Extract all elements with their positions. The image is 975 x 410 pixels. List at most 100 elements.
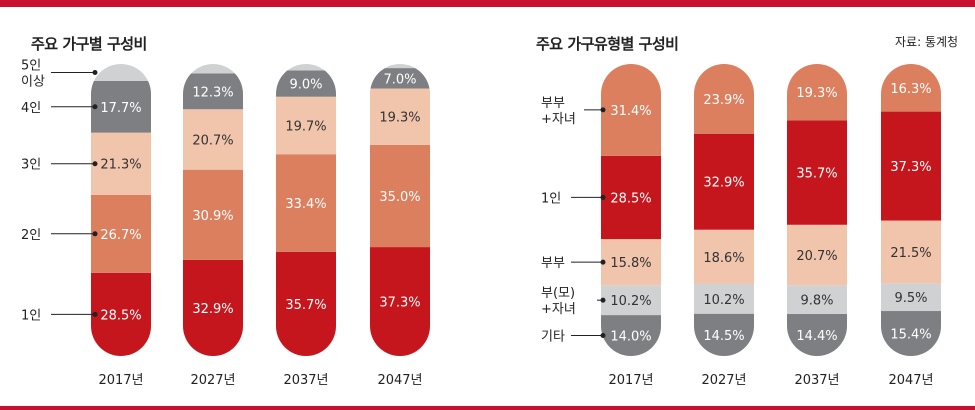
data-label: 32.9%	[703, 176, 744, 191]
bar-segment	[370, 88, 430, 145]
source-note: 자료: 통계청	[895, 35, 959, 49]
bar-segment	[787, 285, 847, 314]
bar-segment	[183, 64, 243, 74]
segment-label: 기타	[541, 330, 565, 345]
data-label: 37.3%	[890, 160, 931, 175]
segment-label: 2인	[21, 228, 41, 243]
data-label: 12.3%	[192, 85, 233, 100]
data-label: 19.3%	[796, 86, 837, 101]
bar-segment	[601, 155, 661, 240]
data-label: 33.4%	[285, 197, 326, 212]
data-label: 28.5%	[100, 308, 141, 323]
bar-segment	[183, 109, 243, 170]
bar-segment	[601, 239, 661, 286]
bar-segment	[91, 272, 151, 356]
bar-segment	[881, 220, 941, 284]
bar-segment	[91, 194, 151, 273]
bar-segment	[694, 133, 754, 230]
bar-segment	[881, 283, 941, 312]
bar-segment	[276, 154, 336, 252]
data-label: 9.0%	[289, 78, 322, 93]
segment-label: 5인 이상	[21, 58, 45, 89]
data-label: 35.0%	[379, 190, 420, 205]
category-label: 2027년	[190, 373, 235, 388]
bar-0-2	[276, 64, 336, 356]
bottom-accent-bar	[0, 406, 975, 410]
data-label: 30.9%	[192, 209, 233, 224]
data-label: 9.5%	[894, 291, 927, 306]
data-label: 28.5%	[610, 191, 651, 206]
data-label: 35.7%	[796, 167, 837, 182]
bar-segment	[91, 80, 151, 133]
bar-segment	[276, 96, 336, 155]
top-accent-bar	[0, 0, 975, 7]
bar-segment	[276, 64, 336, 71]
bar-segment	[370, 144, 430, 248]
data-label: 23.9%	[703, 93, 744, 108]
data-label: 32.9%	[192, 302, 233, 317]
data-label: 14.0%	[610, 330, 651, 345]
data-label: 9.8%	[800, 294, 833, 309]
bar-0-0	[91, 64, 151, 356]
right-chart-title: 주요 가구유형별 구성비	[536, 35, 679, 53]
category-label: 2017년	[98, 373, 143, 388]
leader-dot	[92, 161, 98, 167]
leader-dot	[600, 297, 606, 303]
data-label: 16.3%	[890, 82, 931, 97]
leader-dot	[600, 259, 606, 265]
bar-segment	[370, 64, 430, 69]
data-label: 35.7%	[285, 298, 326, 313]
bar-1-1	[694, 64, 754, 356]
data-label: 14.5%	[703, 329, 744, 344]
bar-segment	[276, 251, 336, 356]
category-label: 2017년	[608, 373, 653, 388]
bar-segment	[881, 111, 941, 221]
bar-segment	[787, 64, 847, 121]
leader-dot	[600, 107, 606, 113]
data-label: 21.5%	[890, 246, 931, 261]
bar-segment	[91, 132, 151, 195]
data-label: 17.7%	[100, 101, 141, 116]
bar-segment	[370, 247, 430, 356]
data-label: 26.7%	[100, 228, 141, 243]
data-label: 15.4%	[890, 328, 931, 343]
leader-dot	[92, 311, 98, 317]
bar-segment	[694, 229, 754, 284]
bar-segment	[183, 73, 243, 110]
segment-label: 부부	[541, 256, 565, 271]
bar-0-3	[370, 64, 430, 356]
bar-segment	[787, 120, 847, 225]
bar-segment	[881, 64, 941, 112]
bar-0-1	[183, 64, 243, 356]
data-label: 14.4%	[796, 329, 837, 344]
data-label: 10.2%	[703, 293, 744, 308]
segment-label: 1인	[21, 308, 41, 323]
category-label: 2027년	[701, 373, 746, 388]
data-label: 31.4%	[610, 104, 651, 119]
data-label: 19.3%	[379, 111, 420, 126]
segment-label: 부부 +자녀	[541, 96, 576, 127]
bar-segment	[601, 64, 661, 156]
bar-1-0	[601, 64, 661, 356]
data-label: 10.2%	[610, 294, 651, 309]
data-label: 18.6%	[703, 251, 744, 266]
bar-segment	[787, 224, 847, 286]
bar-segment	[694, 64, 754, 134]
segment-label: 3인	[21, 158, 41, 173]
bar-segment	[601, 285, 661, 316]
data-label: 7.0%	[383, 72, 416, 87]
leader-dot	[92, 231, 98, 237]
bar-segment	[694, 283, 754, 314]
bar-segment	[91, 64, 151, 81]
segment-label: 부(모) +자녀	[541, 286, 576, 317]
leader-dot	[600, 333, 606, 339]
segment-label: 1인	[541, 191, 561, 206]
leader-dot	[600, 194, 606, 200]
left-chart-title: 주요 가구별 구성비	[31, 35, 147, 53]
category-label: 2037년	[794, 373, 839, 388]
data-label: 37.3%	[379, 296, 420, 311]
segment-label: 4인	[21, 101, 41, 116]
category-label: 2047년	[888, 373, 933, 388]
bar-segment	[183, 169, 243, 260]
